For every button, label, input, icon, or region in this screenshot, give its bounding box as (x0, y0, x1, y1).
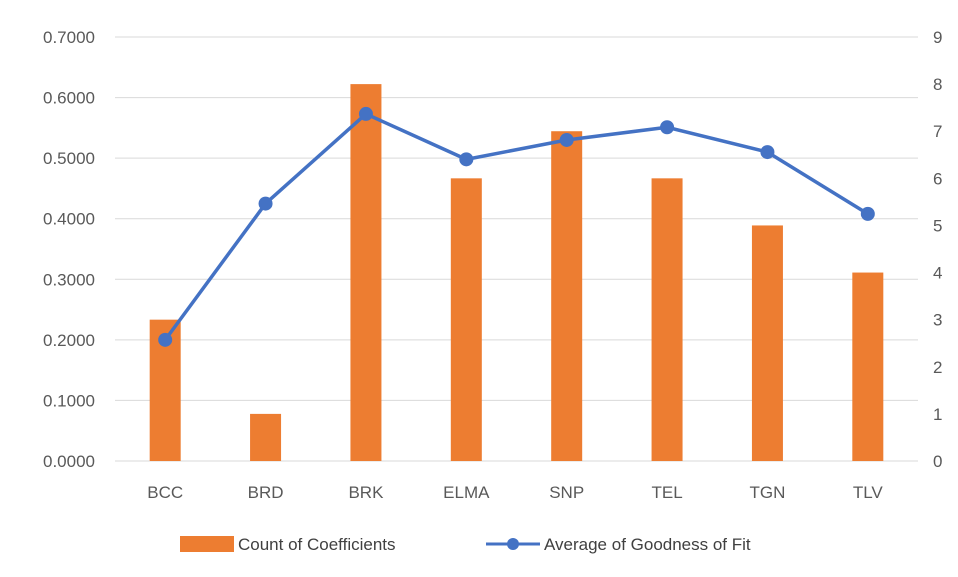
legend: Count of Coefficients Average of Goodnes… (180, 535, 751, 554)
category-label: BRD (248, 483, 284, 502)
left-tick-label: 0.3000 (43, 270, 95, 289)
point-snp (559, 132, 574, 147)
left-tick-label: 0.7000 (43, 28, 95, 47)
left-tick-label: 0.1000 (43, 391, 95, 410)
x-axis: BCC BRD BRK ELMA SNP TEL TGN TLV (147, 483, 883, 502)
left-tick-label: 0.4000 (43, 210, 95, 229)
point-brd (258, 196, 273, 211)
right-tick-label: 5 (933, 216, 942, 235)
bar-brk (350, 84, 382, 461)
category-label: TEL (651, 483, 682, 502)
bar-tlv (852, 272, 884, 461)
right-tick-label: 0 (933, 452, 942, 471)
legend-label-bars: Count of Coefficients (238, 535, 396, 554)
legend-label-line: Average of Goodness of Fit (544, 535, 751, 554)
bar-elma (450, 178, 482, 462)
category-label: TGN (749, 483, 785, 502)
right-tick-label: 9 (933, 28, 942, 47)
category-label: TLV (853, 483, 884, 502)
point-tel (660, 120, 675, 135)
line-series (158, 106, 875, 347)
right-y-axis: 0 1 2 3 4 5 6 7 8 9 (933, 28, 942, 471)
right-tick-label: 6 (933, 169, 942, 188)
point-tlv (860, 206, 875, 221)
bar-brd (250, 413, 282, 461)
point-elma (459, 152, 474, 167)
right-tick-label: 1 (933, 405, 942, 424)
point-bcc (158, 332, 173, 347)
left-tick-label: 0.5000 (43, 149, 95, 168)
bar-tel (651, 178, 683, 462)
bar-snp (551, 131, 583, 461)
right-tick-label: 3 (933, 311, 942, 330)
right-tick-label: 7 (933, 122, 942, 141)
legend-swatch-marker (507, 538, 519, 550)
legend-swatch-bars (180, 536, 234, 552)
category-label: BCC (147, 483, 183, 502)
bar-series (149, 84, 884, 462)
bar-tgn (751, 225, 783, 461)
category-label: ELMA (443, 483, 490, 502)
point-brk (358, 106, 373, 121)
gridlines (115, 36, 918, 462)
category-label: BRK (348, 483, 384, 502)
right-tick-label: 8 (933, 75, 942, 94)
left-tick-label: 0.6000 (43, 89, 95, 108)
right-tick-label: 4 (933, 264, 942, 283)
right-tick-label: 2 (933, 358, 942, 377)
point-tgn (760, 145, 775, 160)
category-label: SNP (549, 483, 584, 502)
goodness-of-fit-line (163, 112, 869, 341)
left-y-axis: 0.0000 0.1000 0.2000 0.3000 0.4000 0.5000 0.60… (43, 28, 95, 471)
left-tick-label: 0.2000 (43, 331, 95, 350)
left-tick-label: 0.0000 (43, 452, 95, 471)
